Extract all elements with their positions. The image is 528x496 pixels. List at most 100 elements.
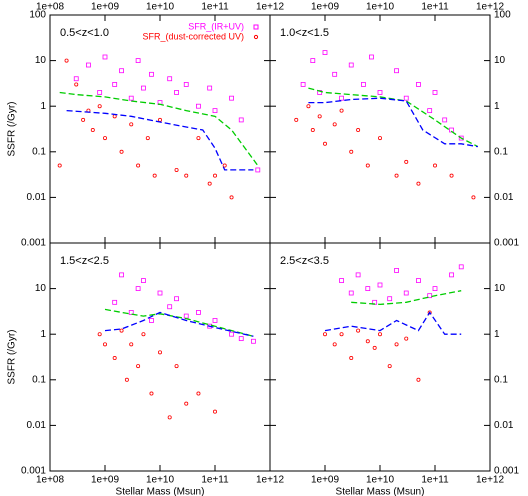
point	[229, 195, 234, 200]
point	[332, 71, 338, 77]
x-axis-label: Stellar Mass (Msun)	[336, 487, 425, 496]
point	[86, 62, 91, 68]
panel-title: 1.5<z<2.5	[60, 255, 109, 267]
plot-area	[57, 54, 261, 200]
trend-line	[104, 311, 254, 337]
point	[184, 173, 189, 178]
legend-label: SFR_(IR+UV)	[188, 21, 244, 31]
legend-marker	[253, 24, 259, 30]
x-tick-label: 1e+09	[91, 2, 120, 13]
point	[349, 149, 354, 154]
y-tick-label: 0.001	[21, 238, 46, 249]
point	[157, 117, 162, 122]
point	[387, 364, 392, 369]
point	[322, 141, 327, 146]
point	[394, 173, 399, 178]
trend-line	[104, 308, 254, 337]
point	[449, 173, 454, 178]
point	[128, 310, 134, 315]
point	[207, 85, 213, 91]
point	[97, 104, 102, 109]
point	[174, 296, 179, 302]
x-tick-label: 1e+08	[36, 475, 65, 486]
point	[365, 163, 370, 168]
y-tick-label: 0.01	[27, 420, 47, 431]
point	[377, 136, 382, 141]
point	[167, 415, 172, 420]
y-tick-label: 10	[35, 283, 47, 294]
point	[149, 318, 154, 323]
point	[183, 313, 189, 319]
point	[90, 128, 95, 133]
point	[229, 331, 234, 337]
point	[394, 68, 399, 74]
panel-title: 0.5<z<1.0	[60, 27, 109, 39]
point	[81, 117, 86, 122]
x-tick-label: 1e+11	[421, 2, 449, 13]
point	[310, 128, 315, 133]
x-tick-label: 1e+11	[201, 2, 229, 13]
point	[449, 272, 454, 278]
point	[141, 85, 146, 91]
plot-area	[294, 50, 479, 200]
point	[97, 90, 103, 95]
y-tick-label: 1	[40, 329, 46, 340]
point	[377, 90, 383, 95]
x-tick-label: 1e+11	[421, 475, 449, 486]
point	[124, 377, 129, 382]
point	[157, 350, 162, 355]
x-tick-label: 1e+10	[366, 2, 395, 13]
y-tick-label: 0.01	[494, 420, 514, 431]
point	[112, 299, 118, 305]
point	[442, 117, 448, 123]
point	[102, 54, 108, 60]
point	[174, 167, 179, 172]
point	[294, 117, 299, 122]
point	[128, 95, 134, 101]
y-tick-label: 1	[494, 329, 500, 340]
y-axis-label: SSFR (/Gyr)	[7, 102, 18, 157]
point	[141, 332, 146, 337]
point	[207, 181, 212, 186]
point	[432, 286, 438, 292]
point	[332, 122, 337, 127]
point	[73, 76, 79, 82]
point	[57, 163, 62, 168]
point	[212, 108, 218, 114]
point	[251, 338, 256, 344]
point	[149, 71, 154, 77]
x-tick-label: 1e+12	[476, 2, 505, 13]
point	[119, 149, 124, 154]
point	[222, 163, 227, 168]
point	[167, 76, 173, 82]
point	[112, 356, 117, 361]
point	[355, 272, 361, 278]
point	[349, 356, 354, 361]
y-tick-label: 0.1	[494, 146, 508, 157]
point	[317, 114, 322, 119]
x-tick-label: 1e+09	[311, 2, 340, 13]
point	[196, 310, 201, 315]
point	[141, 278, 146, 283]
trend-line	[308, 87, 479, 148]
point	[136, 163, 141, 168]
point	[74, 82, 79, 87]
point	[387, 296, 393, 302]
point	[322, 332, 327, 337]
point	[196, 136, 201, 141]
y-tick-label: 100	[494, 10, 511, 21]
y-tick-label: 0.1	[32, 374, 46, 385]
point	[157, 290, 163, 296]
point	[372, 345, 377, 350]
point	[404, 159, 409, 164]
y-tick-label: 0.001	[21, 466, 46, 477]
point	[365, 286, 371, 292]
y-tick-label: 10	[494, 55, 506, 66]
point	[135, 58, 141, 63]
point	[322, 50, 328, 55]
x-axis-label: Stellar Mass (Msun)	[116, 487, 205, 496]
plot-area	[322, 264, 464, 382]
point	[471, 195, 476, 200]
y-tick-label: 10	[494, 283, 506, 294]
